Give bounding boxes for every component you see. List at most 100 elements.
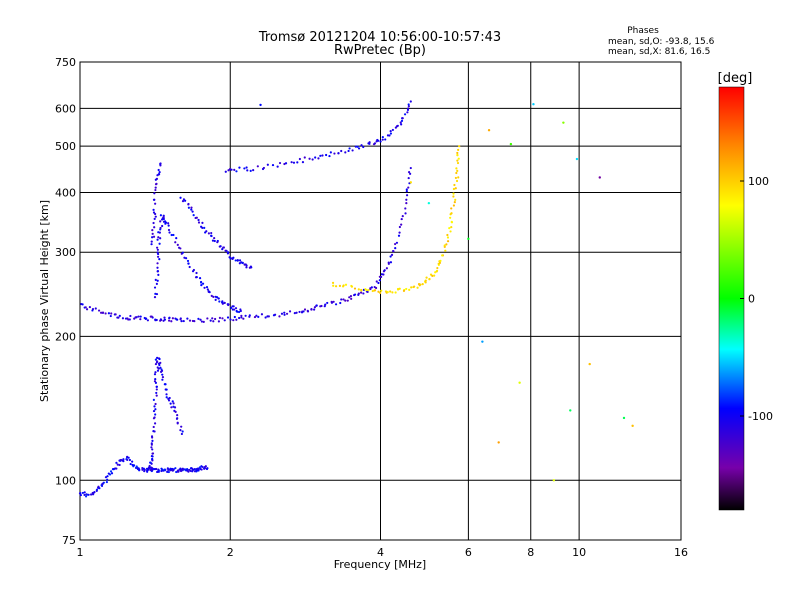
data-point — [293, 312, 296, 315]
data-point — [405, 194, 409, 197]
data-point — [278, 161, 282, 165]
data-point — [174, 410, 177, 414]
data-point — [454, 176, 457, 180]
data-point — [424, 279, 427, 282]
data-point — [400, 217, 403, 221]
data-point — [252, 169, 255, 172]
data-point — [176, 469, 179, 472]
data-point — [151, 232, 154, 235]
data-point — [143, 470, 146, 473]
data-point — [218, 316, 222, 319]
x-tick-label: 2 — [227, 546, 234, 559]
data-point — [152, 208, 155, 211]
data-point — [234, 307, 238, 310]
data-point — [285, 312, 289, 315]
x-tick-label: 1 — [77, 546, 84, 559]
data-point — [454, 198, 457, 201]
data-point — [157, 367, 160, 370]
data-point — [106, 478, 109, 481]
colorbar-tick-label: -100 — [748, 410, 773, 423]
data-point — [195, 275, 198, 279]
data-point — [208, 290, 211, 294]
data-point — [314, 156, 317, 159]
data-point — [191, 210, 194, 213]
data-point — [163, 220, 167, 223]
data-point — [197, 218, 200, 222]
data-point — [267, 315, 270, 318]
data-point — [240, 314, 243, 317]
data-point — [348, 147, 351, 150]
data-point — [89, 493, 93, 496]
data-point — [457, 176, 460, 179]
data-point — [190, 467, 193, 470]
data-point — [303, 308, 307, 311]
data-point — [156, 251, 159, 254]
data-point — [158, 357, 161, 361]
data-point — [186, 259, 190, 263]
data-point — [224, 170, 227, 173]
data-point — [152, 398, 155, 401]
data-point — [114, 313, 117, 316]
data-point — [400, 223, 403, 226]
data-point — [163, 318, 167, 321]
data-point — [159, 366, 162, 369]
data-point — [151, 229, 154, 232]
data-point — [383, 269, 386, 272]
data-point — [330, 300, 333, 303]
data-point — [193, 320, 196, 323]
data-point — [159, 318, 162, 321]
data-point — [149, 461, 152, 464]
data-point — [320, 304, 323, 308]
data-point — [205, 286, 209, 289]
data-point — [137, 467, 140, 470]
data-point — [135, 465, 138, 468]
data-point — [155, 394, 158, 397]
data-point — [81, 303, 84, 306]
data-point — [165, 393, 168, 396]
data-point — [158, 242, 161, 245]
data-point — [389, 290, 392, 293]
data-point — [107, 472, 110, 475]
data-point — [151, 448, 154, 451]
data-point — [167, 222, 170, 225]
data-point — [191, 470, 194, 473]
data-point — [288, 310, 292, 313]
data-point — [487, 128, 491, 132]
colorbar-tick-label: 0 — [748, 293, 755, 306]
data-point — [159, 226, 162, 230]
data-point — [153, 286, 157, 289]
data-point — [107, 312, 111, 315]
data-point — [402, 289, 406, 292]
data-point — [456, 151, 459, 155]
data-point — [129, 462, 132, 466]
data-point — [234, 259, 237, 262]
data-point — [393, 242, 397, 246]
data-point — [344, 151, 347, 154]
y-tick-label: 750 — [55, 56, 76, 69]
data-point — [156, 255, 160, 258]
data-point — [156, 270, 160, 273]
data-point — [158, 363, 161, 367]
phase-info-x: mean, sd,X: 81.6, 16.5 — [608, 47, 710, 57]
data-point — [329, 151, 332, 154]
data-point — [453, 183, 456, 187]
data-point — [407, 171, 411, 174]
data-point — [199, 281, 203, 284]
data-point — [346, 299, 349, 302]
data-point — [381, 138, 384, 141]
data-point — [237, 310, 241, 314]
data-point — [298, 157, 301, 161]
data-point — [409, 181, 412, 184]
y-tick-label: 400 — [55, 186, 76, 199]
data-point — [245, 166, 248, 169]
data-point — [168, 316, 171, 319]
data-point — [256, 165, 259, 168]
data-point — [257, 315, 260, 318]
data-point — [167, 224, 170, 227]
data-point — [311, 158, 314, 161]
data-point — [244, 314, 247, 317]
data-point — [206, 317, 209, 320]
data-point — [276, 165, 279, 168]
data-point — [351, 149, 354, 152]
x-axis-label: Frequency [MHz] — [334, 558, 426, 571]
